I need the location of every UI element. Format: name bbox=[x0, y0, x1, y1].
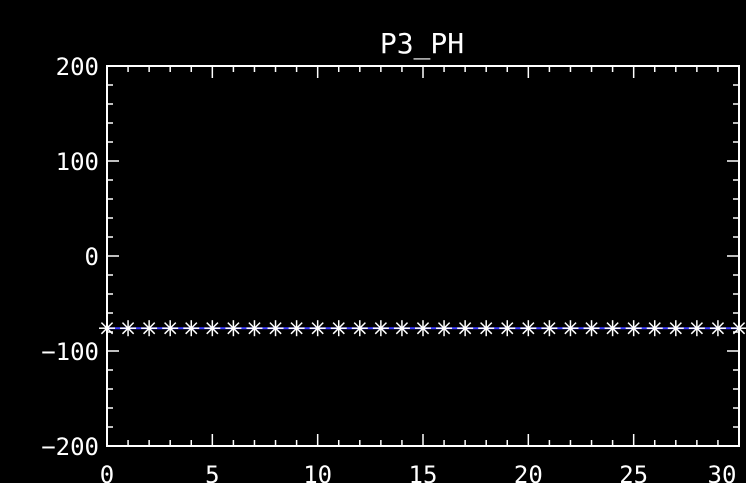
data-point-marker bbox=[457, 320, 474, 337]
marker-stroke bbox=[416, 322, 430, 335]
x-tick-label: 25 bbox=[619, 461, 648, 483]
marker-stroke bbox=[290, 322, 303, 335]
data-point-marker bbox=[393, 320, 410, 337]
data-point-marker bbox=[731, 320, 746, 337]
marker-stroke bbox=[248, 322, 261, 335]
data-point-marker bbox=[372, 320, 389, 337]
data-point-marker bbox=[625, 320, 642, 337]
marker-stroke bbox=[648, 322, 661, 335]
marker-stroke bbox=[374, 322, 387, 335]
major-ticks bbox=[106, 65, 740, 447]
data-point-marker bbox=[309, 320, 326, 337]
y-tick-label: 100 bbox=[56, 148, 99, 176]
marker-stroke bbox=[395, 322, 409, 335]
data-point-marker bbox=[562, 320, 579, 337]
marker-stroke bbox=[311, 322, 324, 335]
marker-stroke bbox=[206, 322, 219, 335]
marker-stroke bbox=[121, 322, 135, 335]
marker-stroke bbox=[522, 322, 535, 335]
marker-stroke bbox=[437, 322, 451, 335]
x-tick-label: 0 bbox=[100, 461, 114, 483]
data-point-marker bbox=[583, 320, 600, 337]
data-point-marker bbox=[225, 320, 242, 337]
x-tick-label: 20 bbox=[514, 461, 543, 483]
data-point-marker bbox=[541, 320, 558, 337]
marker-stroke bbox=[585, 322, 598, 335]
marker-stroke bbox=[332, 322, 345, 335]
x-tick-label: 10 bbox=[303, 461, 332, 483]
data-point-marker bbox=[646, 320, 663, 337]
data-point-marker bbox=[204, 320, 221, 337]
marker-stroke bbox=[185, 322, 198, 335]
data-point-marker bbox=[667, 320, 684, 337]
data-point-marker bbox=[499, 320, 516, 337]
marker-stroke bbox=[690, 322, 703, 335]
marker-stroke bbox=[501, 322, 514, 335]
minor-ticks bbox=[107, 66, 739, 446]
y-tick-label: 0 bbox=[85, 243, 99, 271]
data-point-marker bbox=[415, 320, 431, 337]
x-tick-label: 5 bbox=[205, 461, 219, 483]
data-point-marker bbox=[267, 320, 284, 337]
marker-stroke bbox=[543, 322, 556, 335]
data-point-marker bbox=[288, 320, 305, 337]
x-tick-label: 30 bbox=[708, 461, 737, 483]
data-point-marker bbox=[183, 320, 200, 337]
data-point-marker bbox=[351, 320, 368, 337]
data-point-marker bbox=[688, 320, 705, 337]
marker-stroke bbox=[711, 322, 725, 335]
marker-stroke bbox=[269, 322, 282, 335]
marker-stroke bbox=[100, 322, 114, 335]
marker-stroke bbox=[143, 322, 156, 335]
marker-stroke bbox=[480, 322, 493, 335]
marker-stroke bbox=[606, 322, 619, 335]
series-layer bbox=[99, 320, 746, 337]
marker-stroke bbox=[627, 322, 640, 335]
marker-stroke bbox=[164, 322, 177, 335]
marker-stroke bbox=[669, 322, 682, 335]
marker-stroke bbox=[353, 322, 366, 335]
y-tick-label: −100 bbox=[41, 338, 99, 366]
tick-labels: 0 5 10 15 20 25 30 −200 −100 0 100 200 bbox=[41, 53, 736, 483]
data-point-marker bbox=[246, 320, 263, 337]
y-tick-label: −200 bbox=[41, 433, 99, 461]
data-point-marker bbox=[436, 320, 453, 337]
data-point-marker bbox=[120, 320, 137, 337]
marker-stroke bbox=[564, 322, 577, 335]
marker-stroke bbox=[459, 322, 472, 335]
data-point-marker bbox=[141, 320, 158, 337]
data-point-marker bbox=[99, 320, 115, 337]
marker-stroke bbox=[227, 322, 240, 335]
data-point-marker bbox=[520, 320, 537, 337]
data-point-marker bbox=[478, 320, 495, 337]
x-tick-label: 15 bbox=[409, 461, 438, 483]
data-point-marker bbox=[330, 320, 347, 337]
data-point-marker bbox=[709, 320, 726, 337]
y-tick-label: 200 bbox=[56, 53, 99, 81]
marker-stroke bbox=[732, 322, 746, 335]
data-point-marker bbox=[604, 320, 621, 337]
chart-title: P3_PH bbox=[380, 27, 464, 61]
data-point-marker bbox=[162, 320, 179, 337]
